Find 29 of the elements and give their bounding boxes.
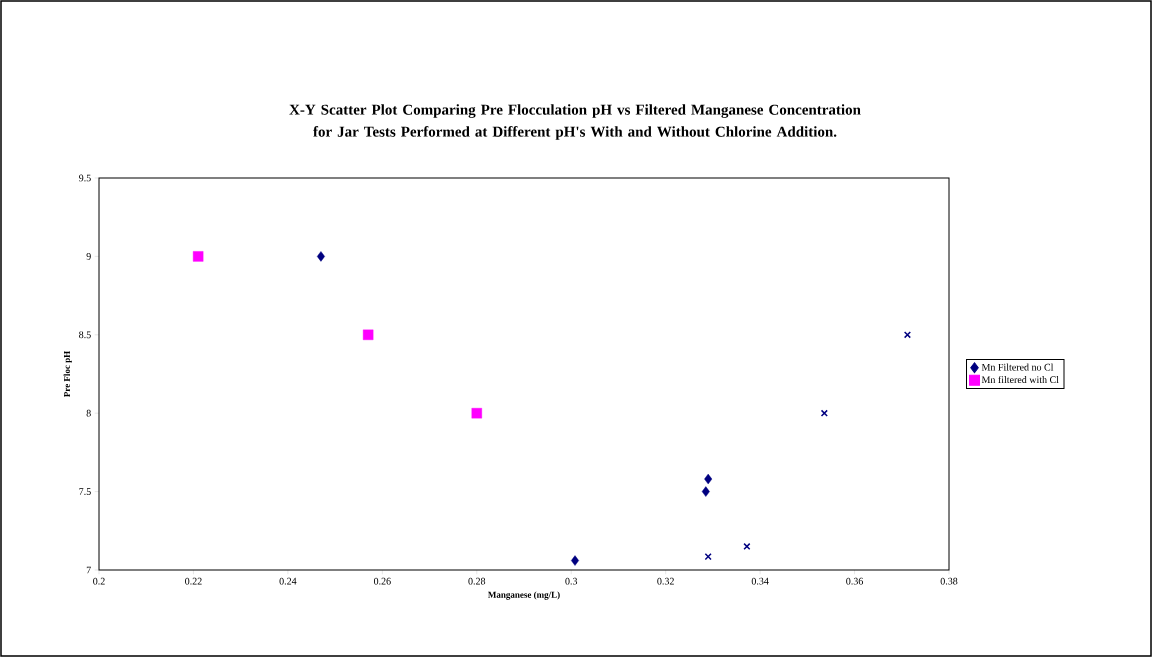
y-tick-label: 9	[86, 253, 91, 260]
x-tick-label: 0.24	[279, 577, 297, 585]
x-tick-label: 0.32	[657, 577, 674, 585]
point	[571, 555, 579, 566]
x-tick-label: 0.28	[468, 577, 486, 585]
point	[362, 329, 374, 340]
point	[192, 251, 204, 262]
y-tick-label: 7.5	[79, 488, 91, 495]
point	[743, 542, 751, 551]
point	[704, 473, 713, 485]
y-tick-label: 8	[86, 409, 91, 417]
x-tick-label: 0.3	[565, 577, 578, 585]
x-axis-title: Manganese (mg/L)	[488, 591, 560, 600]
x-tick-label: 0.2	[93, 577, 105, 585]
legend-label: Mn filtered with Cl	[981, 375, 1059, 384]
point	[701, 486, 710, 497]
y-tick-label: 8.5	[79, 331, 91, 339]
chart-title: X-Y Scatter Plot Comparing Pre Flocculation pH vs Filtered Manganese Concentration for Jar Tests Performed at Different pH's With and Without Chlorine Addition.	[289, 104, 861, 140]
point	[317, 251, 325, 262]
x-tick-label: 0.26	[373, 577, 391, 585]
y-tick-label: 7	[86, 566, 91, 574]
x-tick-label: 0.38	[940, 577, 958, 585]
x-tick-label: 0.22	[185, 577, 202, 585]
legend-label: Mn Filtered no Cl	[981, 363, 1054, 371]
x-tick-label: 0.34	[751, 577, 769, 585]
y-axis-title: Pre Floc pH	[63, 350, 72, 398]
y-tick-label: 9.5	[79, 174, 91, 182]
x-tick-label: 0.36	[846, 577, 864, 585]
point	[471, 408, 482, 419]
